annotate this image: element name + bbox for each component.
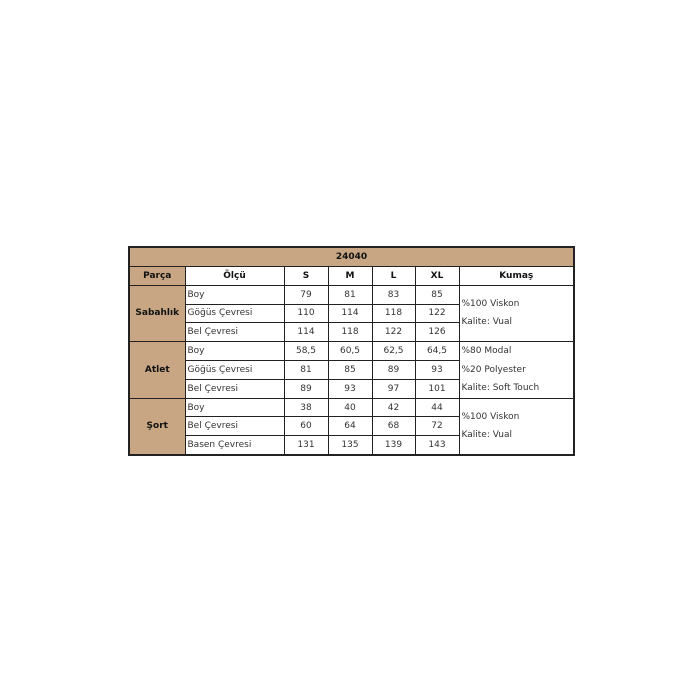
size-value: 81 <box>283 360 329 380</box>
column-header: Parça <box>128 266 186 286</box>
size-value: 64,5 <box>414 341 460 362</box>
size-value: 139 <box>371 435 416 456</box>
size-value: 114 <box>283 322 329 343</box>
size-value: 44 <box>414 397 460 418</box>
size-value: 72 <box>414 416 460 437</box>
table-row: Bel Çevresi 60 64 68 72 <box>129 416 574 437</box>
measurement-name: Boy <box>184 284 285 305</box>
measurement-name: Göğüs Çevresi <box>184 360 285 380</box>
size-value: 62,5 <box>371 341 416 362</box>
fabric-cell: %100 Viskon Kalite: Vual <box>458 397 575 456</box>
fabric-line: %100 Viskon <box>461 298 520 309</box>
size-value: 93 <box>327 378 373 399</box>
table-row: Şort Boy 38 40 42 44 %100 Viskon Kalite: Vual <box>128 397 575 456</box>
measurement-name: Boy <box>184 397 285 418</box>
size-value: 143 <box>414 435 460 456</box>
size-value: 60,5 <box>327 341 373 362</box>
table-row: Basen Çevresi 131 135 139 143 <box>129 435 574 456</box>
fabric-line: %100 Viskon <box>461 411 520 422</box>
fabric-line: %80 Modal <box>461 346 512 357</box>
fabric-line: Kalite: Vual <box>461 430 512 441</box>
size-value: 40 <box>327 397 373 418</box>
table-row: Atlet Boy 58,5 60,5 62,5 64,5 %80 Modal %20 Pol… <box>128 341 575 399</box>
column-header: XL <box>414 266 460 286</box>
size-value: 81 <box>327 284 373 305</box>
column-header: M <box>327 266 373 286</box>
size-value: 126 <box>414 322 460 343</box>
size-value: 89 <box>283 378 329 399</box>
size-value: 122 <box>414 303 460 324</box>
size-value: 58,5 <box>283 341 329 362</box>
table-row: Bel Çevresi 89 93 97 101 <box>129 378 574 399</box>
fabric-line: %20 Polyester <box>461 364 526 375</box>
size-value: 110 <box>283 303 329 324</box>
table-title: 24040 <box>128 246 575 267</box>
column-header: L <box>371 266 416 286</box>
column-header: Kumaş <box>458 266 575 286</box>
size-value: 42 <box>371 397 416 418</box>
column-header: S <box>283 266 329 286</box>
size-chart-table: 24040 Parça Ölçü S M L XL Kumaş Sabahlık Boy 79 8… <box>128 246 575 457</box>
measurement-name: Basen Çevresi <box>184 435 285 456</box>
table-row: Göğüs Çevresi 110 114 118 122 <box>129 303 574 324</box>
size-value: 38 <box>283 397 329 418</box>
measurement-name: Boy <box>184 341 285 362</box>
part-name: Atlet <box>128 341 186 399</box>
size-value: 93 <box>414 360 460 380</box>
measurement-name: Bel Çevresi <box>184 322 285 343</box>
measurement-name: Bel Çevresi <box>184 416 285 437</box>
fabric-line: Kalite: Vual <box>461 317 512 328</box>
size-value: 131 <box>283 435 329 456</box>
size-value: 101 <box>414 378 460 399</box>
size-value: 97 <box>371 378 416 399</box>
size-value: 83 <box>371 284 416 305</box>
size-value: 89 <box>371 360 416 380</box>
fabric-cell: %100 Viskon Kalite: Vual <box>458 284 575 343</box>
part-name: Şort <box>128 397 186 456</box>
size-value: 118 <box>327 322 373 343</box>
size-value: 118 <box>371 303 416 324</box>
size-value: 85 <box>414 284 460 305</box>
part-name: Sabahlık <box>128 284 186 343</box>
size-value: 60 <box>283 416 329 437</box>
size-value: 135 <box>327 435 373 456</box>
size-value: 85 <box>327 360 373 380</box>
fabric-cell: %80 Modal %20 Polyester Kalite: Soft Touch <box>458 341 575 399</box>
size-value: 114 <box>327 303 373 324</box>
measurement-name: Göğüs Çevresi <box>184 303 285 324</box>
fabric-line: Kalite: Soft Touch <box>461 383 540 394</box>
table-row: Sabahlık Boy 79 81 83 85 %100 Viskon Kalite: Vu… <box>128 284 575 343</box>
size-value: 79 <box>283 284 329 305</box>
measurement-name: Bel Çevresi <box>184 378 285 399</box>
column-header: Ölçü <box>184 266 285 286</box>
size-value: 122 <box>371 322 416 343</box>
size-value: 64 <box>327 416 373 437</box>
size-value: 68 <box>371 416 416 437</box>
